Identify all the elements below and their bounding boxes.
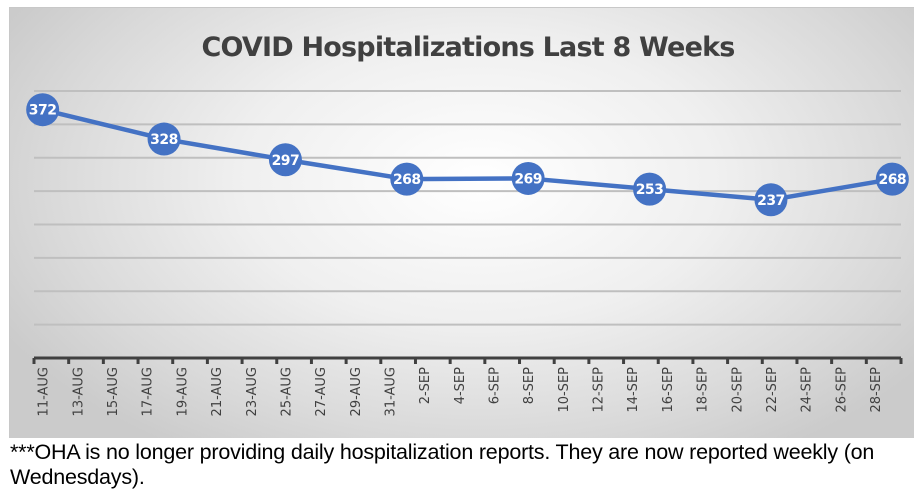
data-label: 297 bbox=[272, 153, 300, 169]
x-tick-label: 16-SEP bbox=[661, 367, 676, 413]
x-tick-label: 2-SEP bbox=[418, 367, 433, 404]
x-tick-label: 25-AUG bbox=[279, 367, 294, 416]
x-tick-label: 21-AUG bbox=[210, 367, 225, 416]
x-tick-label: 18-SEP bbox=[696, 367, 711, 413]
x-tick-label: 29-AUG bbox=[349, 367, 364, 416]
data-point-15-SEP bbox=[633, 172, 667, 206]
data-label: 372 bbox=[29, 103, 57, 119]
x-tick-label: 12-SEP bbox=[592, 367, 607, 413]
chart-area: COVID Hospitalizations Last 8 Weeks 11-A… bbox=[9, 7, 914, 438]
x-tick-label: 24-SEP bbox=[800, 367, 815, 413]
x-tick-label: 27-AUG bbox=[314, 367, 329, 416]
x-axis-labels: 11-AUG 13-AUG 15-AUG 17-AUG 19-AUG 21-AUG 23-A… bbox=[37, 367, 884, 417]
x-axis bbox=[32, 356, 903, 364]
series-line bbox=[42, 107, 893, 203]
data-label: 237 bbox=[757, 193, 785, 209]
x-tick-label: 28-SEP bbox=[869, 367, 884, 413]
data-point-1-SEP bbox=[390, 162, 424, 196]
x-tick-label: 4-SEP bbox=[453, 367, 468, 404]
data-label: 268 bbox=[393, 172, 421, 188]
data-point-29-SEP bbox=[875, 162, 909, 196]
x-tick-label: 23-AUG bbox=[245, 367, 260, 416]
data-label: 253 bbox=[636, 182, 664, 198]
data-label: 268 bbox=[878, 172, 906, 188]
x-tick-label: 15-AUG bbox=[106, 367, 121, 416]
gridlines bbox=[34, 90, 901, 326]
x-tick-label: 19-AUG bbox=[175, 367, 190, 416]
x-tick-label: 6-SEP bbox=[488, 367, 503, 404]
x-tick-label: 17-AUG bbox=[141, 367, 156, 416]
data-point-25-AUG bbox=[268, 143, 302, 177]
x-tick-label: 14-SEP bbox=[626, 367, 641, 413]
data-point-22-SEP bbox=[754, 183, 788, 217]
x-tick-label: 26-SEP bbox=[834, 367, 849, 413]
x-tick-label: 10-SEP bbox=[557, 367, 572, 413]
footnote: ***OHA is no longer providing daily hosp… bbox=[10, 440, 875, 489]
line-chart: COVID Hospitalizations Last 8 Weeks 11-A… bbox=[26, 32, 909, 417]
x-tick-label: 11-AUG bbox=[37, 367, 52, 416]
series-hospitalizations: 372 328 297 268 269 253 237 268 bbox=[26, 93, 909, 217]
data-point-8-SEP bbox=[511, 161, 545, 195]
x-tick-label: 22-SEP bbox=[765, 367, 780, 413]
data-label: 328 bbox=[150, 132, 178, 148]
x-tick-label: 13-AUG bbox=[71, 367, 86, 416]
data-point-11-AUG bbox=[26, 93, 60, 127]
x-tick-label: 8-SEP bbox=[522, 367, 537, 404]
x-tick-label: 20-SEP bbox=[730, 367, 745, 413]
data-point-18-AUG bbox=[147, 122, 181, 156]
x-tick-label: 31-AUG bbox=[383, 367, 398, 416]
chart-title: COVID Hospitalizations Last 8 Weeks bbox=[201, 32, 734, 63]
data-label: 269 bbox=[514, 171, 542, 187]
